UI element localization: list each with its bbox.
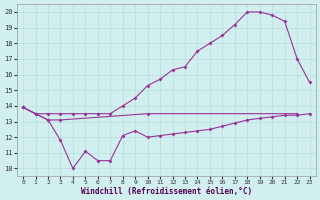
- X-axis label: Windchill (Refroidissement éolien,°C): Windchill (Refroidissement éolien,°C): [81, 187, 252, 196]
